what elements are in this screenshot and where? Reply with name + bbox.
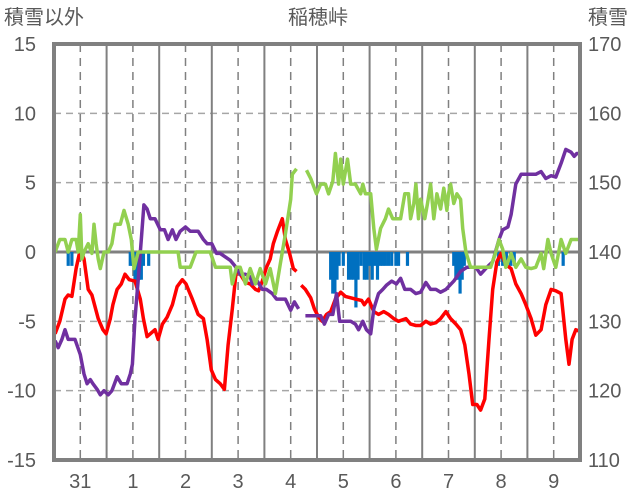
precip-bar (462, 252, 466, 266)
x-tick-label: 5 (338, 471, 349, 493)
precip-bar (373, 252, 377, 266)
green-series-line (304, 151, 579, 271)
right-tick-label: 160 (588, 103, 621, 125)
right-tick-label: 170 (588, 34, 621, 56)
x-tick-label: 6 (390, 471, 401, 493)
purple-series-line (305, 147, 579, 336)
precip-bar (561, 252, 565, 266)
precip-bar (456, 252, 460, 280)
red-series-line (299, 251, 580, 412)
left-tick-label: 15 (14, 34, 36, 56)
precip-bar (362, 252, 366, 280)
precip-bar (504, 252, 508, 266)
precip-bar (460, 252, 464, 280)
precip-bar (70, 252, 74, 266)
precip-bar (341, 252, 345, 266)
precip-bar (333, 252, 337, 294)
x-tick-label: 31 (69, 471, 91, 493)
precip-bar (66, 252, 70, 266)
precip-bar (352, 252, 356, 280)
right-tick-label: 130 (588, 311, 621, 333)
precip-bar (396, 252, 401, 266)
left-tick-label: -10 (7, 381, 36, 403)
right-tick-label: 120 (588, 381, 621, 403)
left-tick-label: 10 (14, 103, 36, 125)
series-lines (53, 147, 580, 412)
plot-border (52, 42, 582, 462)
precip-bar (337, 252, 341, 266)
precip-bar (368, 252, 372, 266)
right-tick-label: 110 (588, 450, 620, 472)
left-tick-label: -15 (7, 450, 36, 472)
precip-bar (359, 252, 363, 266)
left-tick-label: 5 (25, 173, 36, 195)
precip-bar (356, 252, 360, 280)
x-tick-label: 9 (548, 471, 559, 493)
left-y-ticks: 15 10 5 0 -5 -10 -15 (7, 34, 36, 472)
left-tick-label: 0 (25, 242, 36, 264)
right-tick-label: 150 (588, 173, 621, 195)
x-tick-label: 4 (285, 471, 296, 493)
precip-bar (365, 252, 369, 280)
green-series-line (53, 167, 298, 296)
right-axis-label: 積雪 (588, 6, 628, 29)
precip-bar (452, 252, 456, 266)
precip-bar (147, 252, 151, 266)
precip-bar (454, 252, 458, 280)
precip-bar (386, 252, 391, 266)
precip-bar (335, 252, 339, 280)
left-axis-label: 積雪以外 (4, 6, 84, 29)
precip-bar (354, 252, 358, 308)
x-tick-label: 3 (233, 471, 244, 493)
x-tick-label: 7 (443, 471, 454, 493)
precip-bar (405, 252, 410, 266)
precip-bar (394, 252, 398, 266)
precip-bar (346, 252, 351, 280)
precip-bar (390, 252, 394, 266)
precip-bar (370, 252, 374, 280)
precip-bar (378, 252, 382, 266)
x-tick-label: 1 (127, 471, 138, 493)
x-ticks: 31 1 2 3 4 5 6 7 8 9 (69, 471, 559, 493)
left-tick-label: -5 (18, 311, 36, 333)
x-tick-label: 2 (180, 471, 191, 493)
precip-bar (141, 252, 146, 266)
chart-title: 稲穂峠 (288, 6, 348, 29)
precip-bar (128, 252, 132, 266)
precip-bar (383, 252, 387, 266)
precip-bar (381, 252, 385, 266)
precip-bar (375, 252, 380, 280)
right-tick-label: 140 (588, 242, 621, 264)
precip-bar (329, 252, 333, 280)
precip-bar (139, 252, 143, 280)
right-y-ticks: 170 160 150 140 130 120 110 (588, 34, 621, 472)
precip-bar (349, 252, 353, 280)
precip-bar (331, 252, 335, 294)
x-tick-label: 8 (496, 471, 507, 493)
